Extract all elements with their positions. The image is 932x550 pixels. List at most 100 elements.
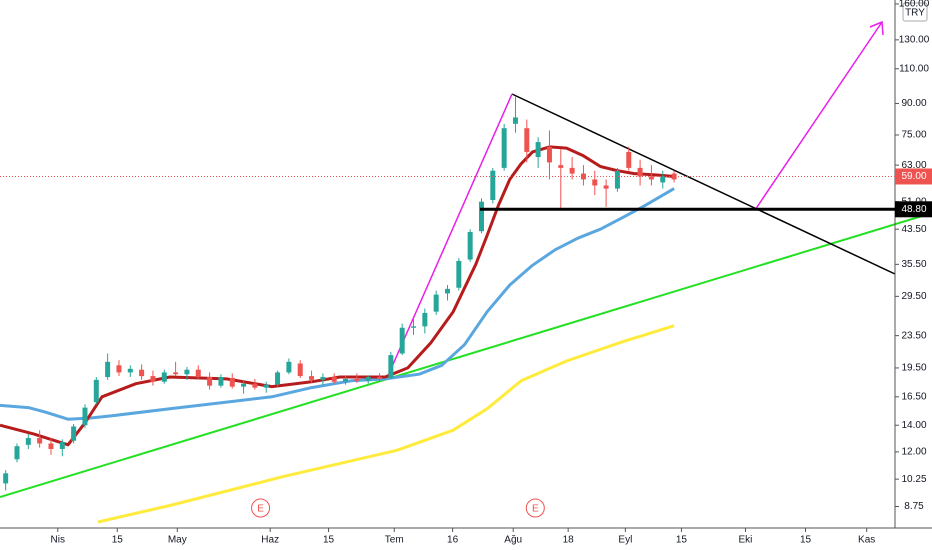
candle-body — [558, 165, 564, 168]
x-tick-label: Eyl — [618, 535, 632, 546]
x-tick-label: Kas — [858, 535, 875, 546]
candle-body — [580, 173, 586, 180]
candle-body — [48, 443, 54, 450]
candle-body — [445, 288, 450, 294]
moving-average — [97, 324, 675, 524]
y-tick-label: 19.50 — [901, 363, 926, 374]
candle-body — [411, 326, 417, 328]
candle-body — [127, 368, 133, 373]
candle-body — [637, 167, 643, 177]
candle-body — [207, 377, 213, 386]
y-tick-label: 160.00 — [899, 0, 930, 10]
candle-body — [546, 146, 552, 163]
candle-body — [252, 383, 258, 388]
y-tick-label: 14.00 — [901, 420, 926, 431]
x-tick-label: 15 — [112, 535, 124, 546]
candle-body — [139, 369, 145, 377]
candle-body — [671, 173, 677, 180]
candle-body — [648, 176, 654, 180]
candle-body — [275, 372, 281, 385]
candle-body — [150, 376, 156, 382]
y-tick-label: 90.00 — [901, 98, 926, 109]
candle-body — [614, 170, 620, 189]
candle-body — [512, 117, 518, 124]
candle-body — [195, 369, 201, 378]
last-price-box — [895, 168, 932, 185]
trend-line — [386, 93, 513, 379]
y-tick-label: 12.00 — [901, 447, 926, 458]
candle-body — [173, 372, 179, 375]
y-tick-label: 10.25 — [901, 474, 926, 485]
moving-average — [0, 145, 675, 447]
x-tick-label: Ağu — [504, 535, 522, 546]
candle-body — [433, 294, 439, 312]
x-tick-label: Eki — [739, 535, 753, 546]
y-tick-label: 130.00 — [899, 35, 930, 46]
currency-box — [902, 2, 928, 22]
level-box — [895, 201, 932, 218]
x-tick-label: Haz — [261, 535, 279, 546]
candle-body — [501, 128, 507, 168]
candle-body — [37, 438, 43, 444]
y-tick-label: 16.50 — [901, 391, 926, 402]
candle-body — [263, 384, 269, 388]
candle-body — [626, 151, 632, 168]
candle-body — [286, 361, 292, 373]
trend-line — [0, 212, 932, 498]
x-tick-label: 15 — [676, 535, 688, 546]
x-tick-label: May — [168, 535, 187, 546]
candle-body — [71, 426, 77, 441]
candle-body — [241, 383, 247, 387]
level-label: 48.80 — [901, 204, 926, 215]
candle-body — [535, 142, 541, 158]
drawings — [0, 20, 932, 498]
candle-body — [354, 378, 360, 381]
x-tick-label: Tem — [385, 535, 404, 546]
y-tick-label: 110.00 — [899, 63, 929, 74]
candle-body — [365, 377, 371, 381]
candle-body — [184, 369, 190, 375]
candle-body — [422, 312, 428, 327]
candle-body — [592, 179, 598, 186]
candle-body — [524, 128, 530, 152]
candle-body — [388, 355, 394, 378]
x-tick-label: 15 — [800, 535, 812, 546]
event-label: E — [532, 504, 539, 515]
candle-body — [93, 379, 99, 403]
candle-body — [116, 365, 122, 373]
candle-body — [377, 377, 383, 379]
event-label: E — [257, 504, 264, 515]
trend-line — [511, 93, 896, 275]
y-tick-label: 8.75 — [904, 501, 924, 512]
candle-body — [3, 473, 9, 484]
arrow — [754, 21, 883, 211]
event-marker — [525, 498, 545, 518]
candle-body — [161, 372, 167, 382]
candle-body — [229, 377, 235, 387]
x-tick-label: 18 — [563, 535, 575, 546]
currency: TRY — [905, 8, 925, 19]
candle-body — [25, 438, 31, 445]
candle-body — [660, 176, 666, 183]
candle-body — [309, 376, 315, 380]
last-price-label: 59.00 — [901, 171, 926, 182]
y-tick-label: 63.00 — [901, 160, 926, 171]
candle-body — [320, 377, 326, 380]
y-tick-label: 43.50 — [901, 224, 926, 235]
candle-body — [467, 231, 473, 260]
event-marker — [251, 498, 271, 518]
candle-body — [331, 377, 337, 382]
candle-body — [297, 363, 303, 377]
y-tick-label: 35.50 — [901, 259, 926, 270]
x-tick-label: Nis — [51, 535, 65, 546]
y-tick-label: 29.50 — [901, 291, 926, 302]
candle-body — [456, 260, 462, 288]
x-tick-label: 16 — [447, 535, 459, 546]
candle-body — [478, 201, 484, 232]
candle-body — [218, 377, 224, 386]
arrow-head — [869, 20, 884, 36]
candle-body — [490, 170, 496, 200]
y-tick-label: 23.50 — [901, 330, 926, 341]
